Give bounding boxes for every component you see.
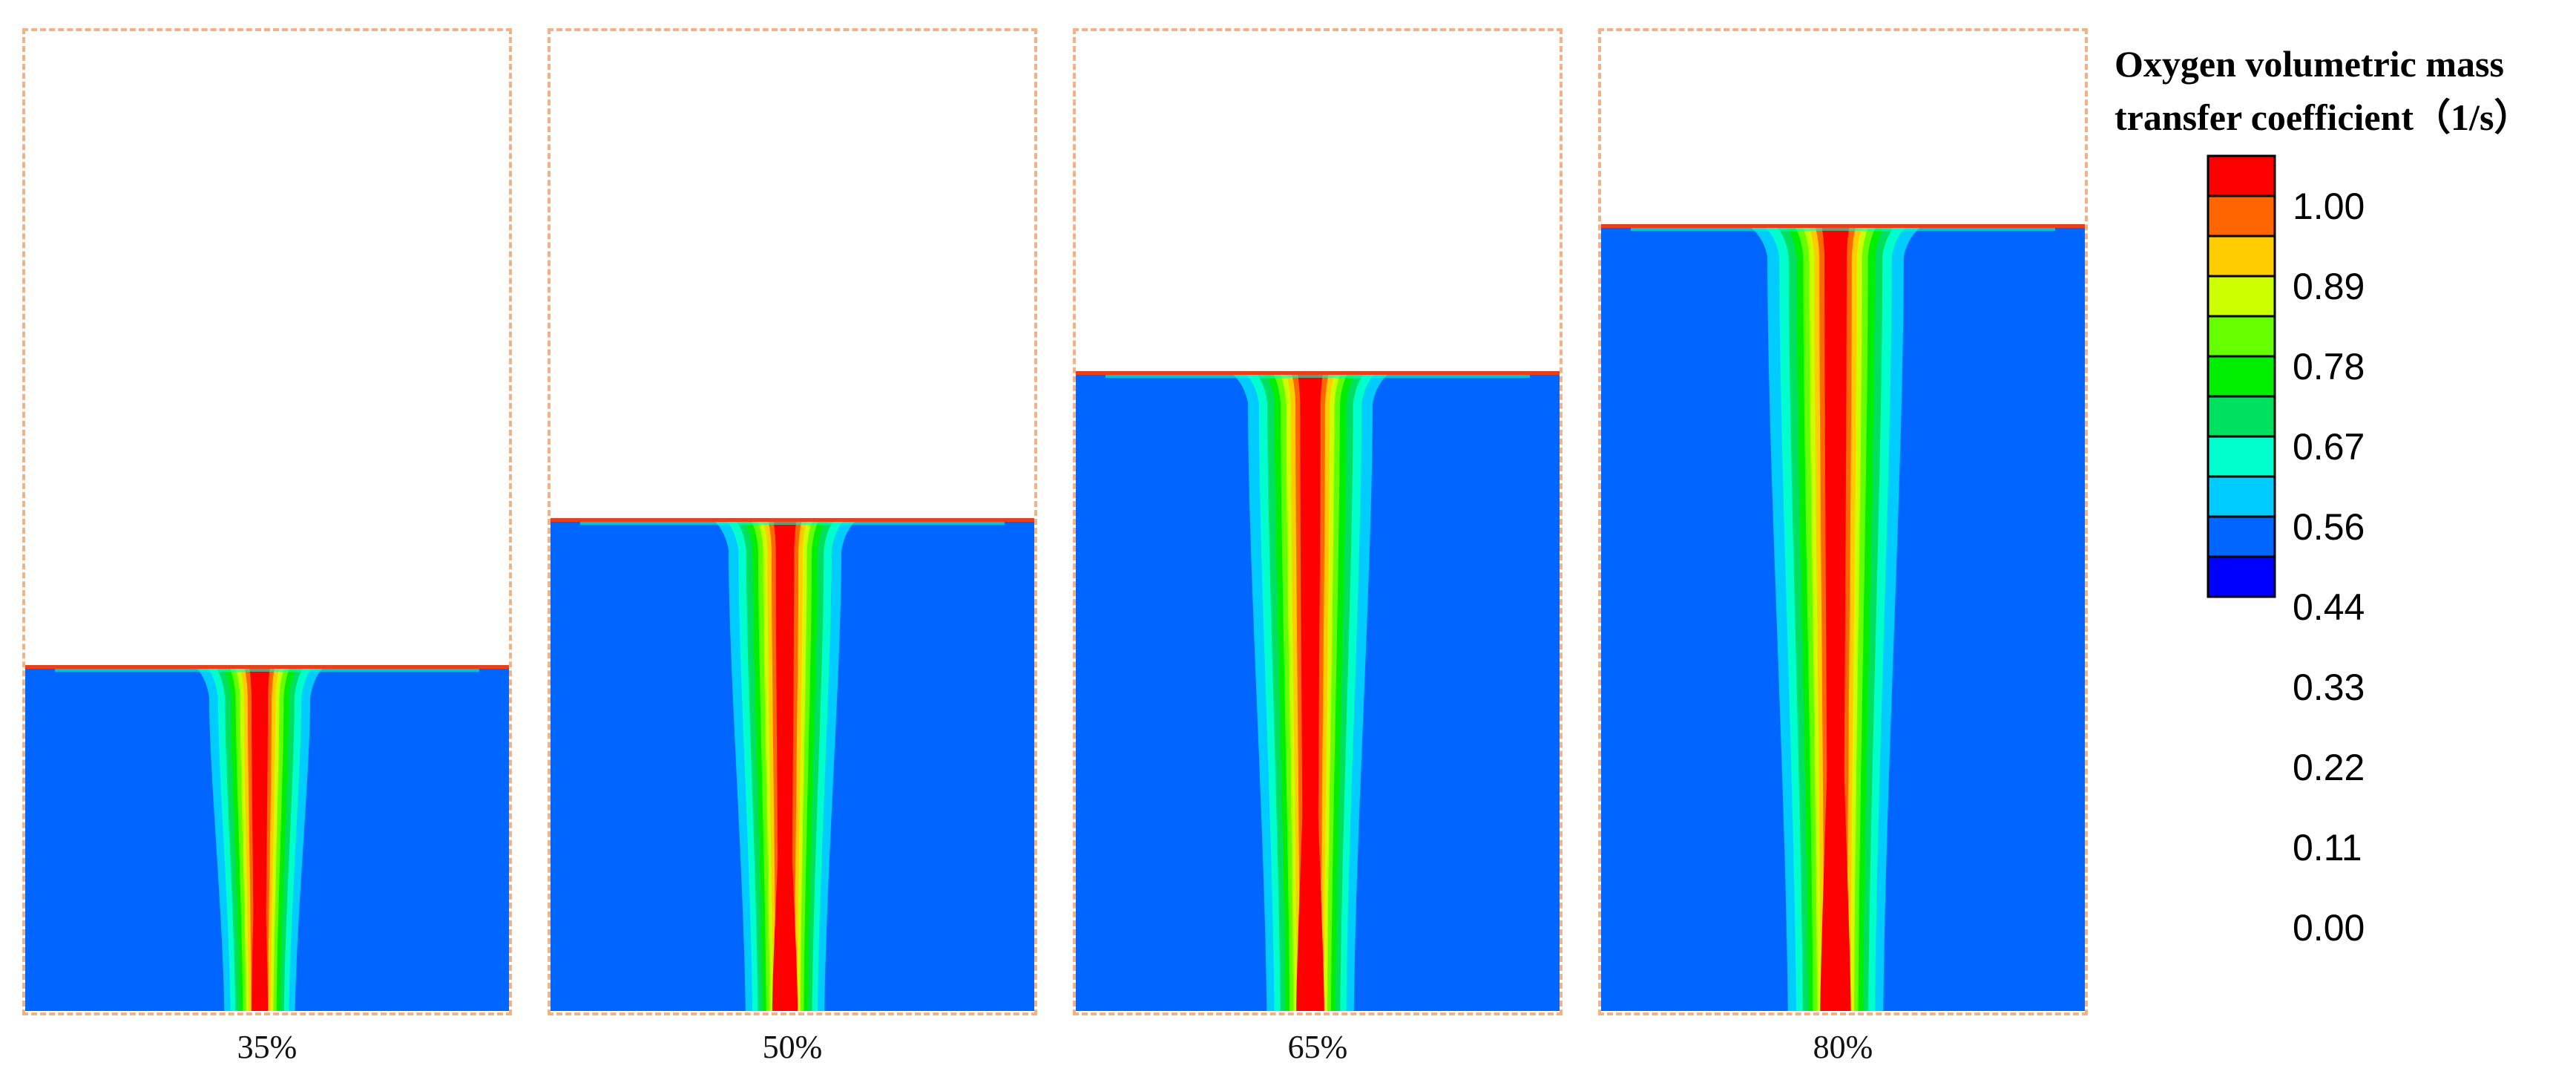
panel-label-50: 50% bbox=[762, 1029, 823, 1065]
legend-title-line-1: Oxygen volumetric mass bbox=[2115, 43, 2504, 85]
panel-label-35: 35% bbox=[237, 1029, 298, 1065]
surface-band bbox=[580, 522, 1005, 525]
panel-frame-35 bbox=[22, 28, 512, 1015]
free-surface-line bbox=[25, 665, 509, 669]
plume-core bbox=[772, 693, 798, 1011]
panel-frame-50 bbox=[548, 28, 1037, 1015]
contour-panel-0 bbox=[25, 665, 509, 1011]
colorbar-segment-1 bbox=[2208, 196, 2275, 236]
plume-core bbox=[251, 668, 269, 1011]
legend-tick-0-00: 0.00 bbox=[2293, 907, 2365, 949]
plume-core bbox=[1820, 501, 1851, 1011]
contour-panel-1 bbox=[551, 518, 1034, 1011]
colorbar-segment-3 bbox=[2208, 276, 2275, 316]
colorbar-segment-4 bbox=[2208, 316, 2275, 356]
legend-tick-0-11: 0.11 bbox=[2293, 827, 2362, 868]
surface-band bbox=[1105, 375, 1530, 378]
legend-tick-0-78: 0.78 bbox=[2293, 346, 2365, 387]
colorbar-segment-8 bbox=[2208, 477, 2275, 517]
colorbar-segment-10 bbox=[2208, 557, 2275, 597]
legend-tick-0-89: 0.89 bbox=[2293, 266, 2365, 307]
colorbar-segment-2 bbox=[2208, 236, 2275, 276]
plume-core bbox=[1296, 597, 1324, 1011]
free-surface-line bbox=[1076, 371, 1560, 375]
free-surface-line bbox=[551, 518, 1034, 522]
contour-panel-2 bbox=[1076, 371, 1560, 1011]
surface-band bbox=[1631, 228, 2055, 231]
free-surface-line bbox=[1601, 224, 2085, 228]
legend-tick-0-56: 0.56 bbox=[2293, 506, 2365, 548]
legend-tick-0-33: 0.33 bbox=[2293, 667, 2365, 708]
colorbar-segment-6 bbox=[2208, 396, 2275, 436]
colorbar-segment-9 bbox=[2208, 517, 2275, 557]
panel-frame-80 bbox=[1598, 28, 2088, 1015]
colorbar-segment-5 bbox=[2208, 356, 2275, 396]
colorbar bbox=[2207, 154, 2276, 598]
panel-frame-65 bbox=[1073, 28, 1563, 1015]
legend-tick-0-22: 0.22 bbox=[2293, 747, 2365, 788]
panel-label-80: 80% bbox=[1813, 1029, 1873, 1065]
legend-title: Oxygen volumetric mass transfer coeffici… bbox=[2115, 37, 2567, 144]
contour-panel-3 bbox=[1601, 224, 2085, 1011]
legend-tick-0-44: 0.44 bbox=[2293, 586, 2365, 628]
surface-band bbox=[55, 669, 479, 672]
panel-label-65: 65% bbox=[1287, 1029, 1348, 1065]
colorbar-border bbox=[2207, 154, 2276, 598]
legend-tick-1-00: 1.00 bbox=[2293, 186, 2365, 227]
colorbar-segment-0 bbox=[2208, 156, 2275, 196]
legend-title-line-2: transfer coefficient（1/s） bbox=[2115, 96, 2531, 138]
legend-tick-0-67: 0.67 bbox=[2293, 426, 2365, 468]
colorbar-segment-7 bbox=[2208, 436, 2275, 477]
